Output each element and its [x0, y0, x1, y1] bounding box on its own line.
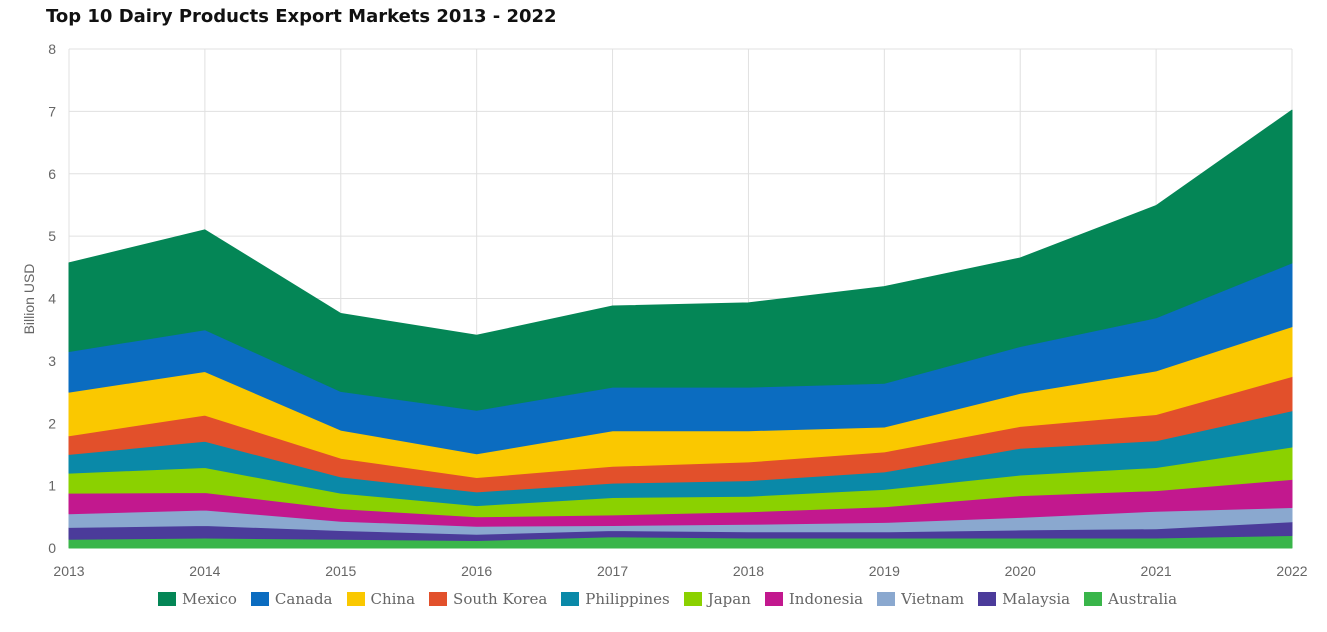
legend-label: Vietnam: [901, 590, 965, 608]
x-tick-label: 2013: [53, 563, 84, 579]
legend-label: Canada: [274, 590, 333, 608]
y-tick-label: 5: [48, 228, 56, 244]
x-tick-label: 2018: [733, 563, 764, 579]
x-tick-label: 2022: [1276, 563, 1307, 579]
legend-item-australia[interactable]: Australia: [1084, 590, 1177, 608]
tick-labels: 0 1 2 3 4 5 6 7 8 2013 2014 2015 2016 2017 2018 2019 202…: [48, 41, 1308, 579]
legend-label: Japan: [707, 590, 751, 608]
x-tick-label: 2021: [1141, 563, 1172, 579]
x-tick-label: 2015: [325, 563, 356, 579]
legend-item-south-korea[interactable]: South Korea: [429, 590, 547, 608]
legend-swatch: [157, 592, 176, 606]
legend-item-mexico[interactable]: Mexico: [157, 590, 237, 608]
legend-label: South Korea: [453, 590, 548, 608]
legend-label: Australia: [1108, 590, 1178, 608]
legend-swatch: [1084, 592, 1103, 606]
legend-item-malaysia[interactable]: Malaysia: [978, 590, 1070, 608]
legend-item-canada[interactable]: Canada: [250, 590, 333, 608]
legend-swatch: [877, 592, 896, 606]
chart-area: 0 1 2 3 4 5 6 7 8 2013 2014 2015 2016 2017 2018 2019 202…: [21, 41, 1308, 579]
legend-label: Malaysia: [1002, 590, 1071, 608]
y-tick-label: 0: [48, 540, 56, 556]
y-axis-label: Billion USD: [21, 264, 37, 335]
y-tick-label: 4: [48, 291, 56, 307]
legend-swatch: [978, 592, 997, 606]
y-tick-label: 7: [48, 103, 56, 119]
y-tick-label: 2: [48, 415, 56, 431]
series-area-mexico[interactable]: [68, 109, 1293, 411]
legend-item-indonesia[interactable]: Indonesia: [764, 590, 864, 608]
legend-swatch: [250, 592, 269, 606]
legend-swatch: [764, 592, 783, 606]
area-series: [68, 109, 1293, 549]
x-tick-label: 2017: [597, 563, 628, 579]
legend-label: Indonesia: [788, 590, 864, 608]
x-tick-label: 2020: [1005, 563, 1036, 579]
x-tick-label: 2019: [869, 563, 900, 579]
legend-item-japan[interactable]: Japan: [683, 590, 751, 608]
legend-swatch: [561, 592, 580, 606]
legend-swatch: [346, 592, 365, 606]
legend: Mexico Canada China South Korea Philippines J…: [0, 590, 1327, 608]
legend-label: Mexico: [181, 590, 237, 608]
x-tick-label: 2016: [461, 563, 492, 579]
y-tick-label: 1: [48, 478, 56, 494]
y-tick-label: 6: [48, 166, 56, 182]
legend-item-china[interactable]: China: [346, 590, 416, 608]
y-tick-label: 3: [48, 353, 56, 369]
legend-swatch: [429, 592, 448, 606]
chart-title: Top 10 Dairy Products Export Markets 201…: [46, 6, 557, 27]
legend-item-philippines[interactable]: Philippines: [561, 590, 670, 608]
legend-swatch: [683, 592, 702, 606]
y-tick-label: 8: [48, 41, 56, 57]
x-tick-label: 2014: [189, 563, 220, 579]
legend-label: China: [370, 590, 416, 608]
legend-label: Philippines: [585, 590, 670, 608]
legend-item-vietnam[interactable]: Vietnam: [877, 590, 964, 608]
